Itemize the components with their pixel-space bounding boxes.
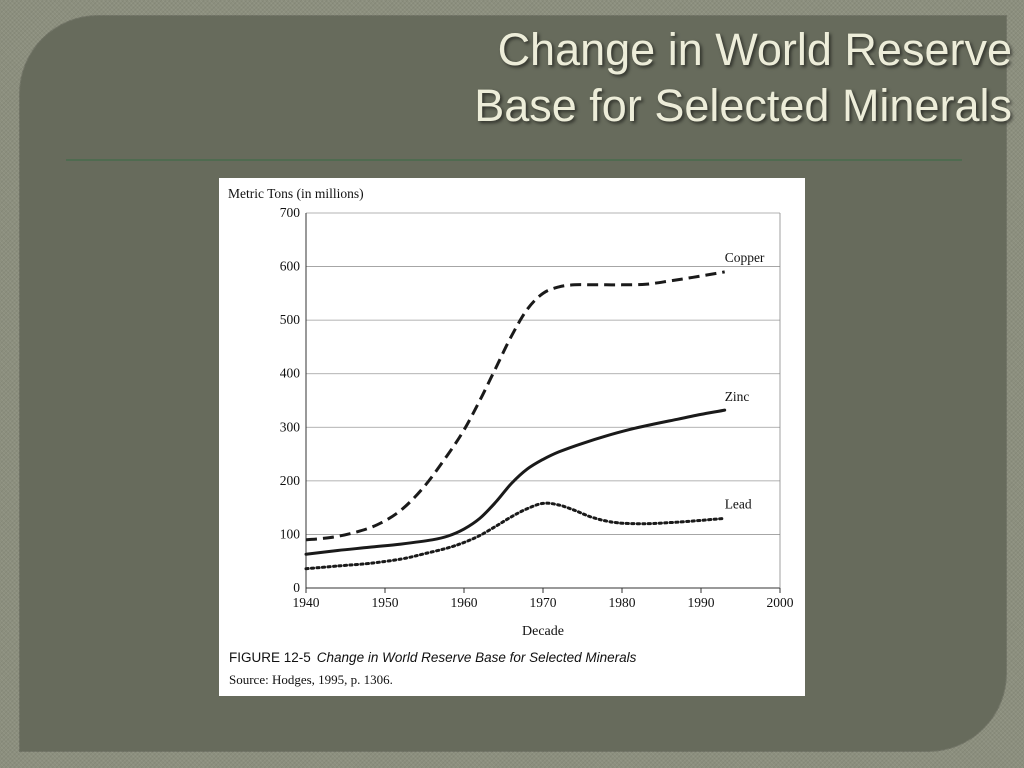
x-tick-label: 2000: [767, 595, 794, 610]
series-layer: [304, 270, 727, 571]
figure-number: FIGURE 12-5: [229, 650, 311, 665]
slide-title-line-1: Change in World Reserve: [497, 24, 1012, 75]
line-chart: 0 100 200 300 400 500 600 700 1940 1950 1960 1970 19…: [228, 186, 794, 639]
y-tick-label: 100: [280, 526, 301, 541]
series-label-copper: Copper: [725, 250, 765, 265]
slide-title: Change in World Reserve Base for Selecte…: [112, 22, 1012, 134]
axes-layer: [305, 213, 781, 593]
y-tick-label: 500: [280, 312, 301, 327]
figure-card: 0 100 200 300 400 500 600 700 1940 1950 1960 1970 19…: [219, 178, 805, 696]
y-tick-label: 400: [280, 366, 301, 381]
y-axis-label: Metric Tons (in millions): [228, 186, 364, 201]
x-axis-label: Decade: [522, 624, 564, 639]
series-line-lead: [304, 501, 727, 571]
x-tick-label: 1940: [293, 595, 320, 610]
figure-caption: FIGURE 12-5 Change in World Reserve Base …: [229, 650, 636, 665]
x-tick-label: 1960: [451, 595, 478, 610]
y-tick-label: 200: [280, 473, 301, 488]
slide-title-line-2: Base for Selected Minerals: [474, 80, 1012, 131]
series-label-zinc: Zinc: [725, 389, 750, 404]
series-line-zinc: [304, 408, 727, 556]
y-tick-label: 600: [280, 259, 301, 274]
x-tick-label: 1990: [688, 595, 715, 610]
figure-caption-text: Change in World Reserve Base for Selecte…: [316, 650, 637, 665]
series-labels: Copper Zinc Lead: [725, 250, 765, 511]
figure-source: Source: Hodges, 1995, p. 1306.: [229, 672, 393, 687]
x-tick-label: 1970: [530, 595, 557, 610]
title-divider: [66, 159, 962, 161]
x-tick-label: 1950: [372, 595, 399, 610]
x-tick-label: 1980: [609, 595, 636, 610]
series-line-copper: [305, 270, 725, 542]
y-tick-label: 700: [280, 205, 301, 220]
tick-labels: 0 100 200 300 400 500 600 700 1940 1950 1960 1970 19…: [280, 205, 794, 610]
series-label-lead: Lead: [725, 496, 752, 511]
y-tick-label: 300: [280, 419, 301, 434]
grid-layer: [306, 212, 780, 535]
y-tick-label: 0: [293, 580, 300, 595]
